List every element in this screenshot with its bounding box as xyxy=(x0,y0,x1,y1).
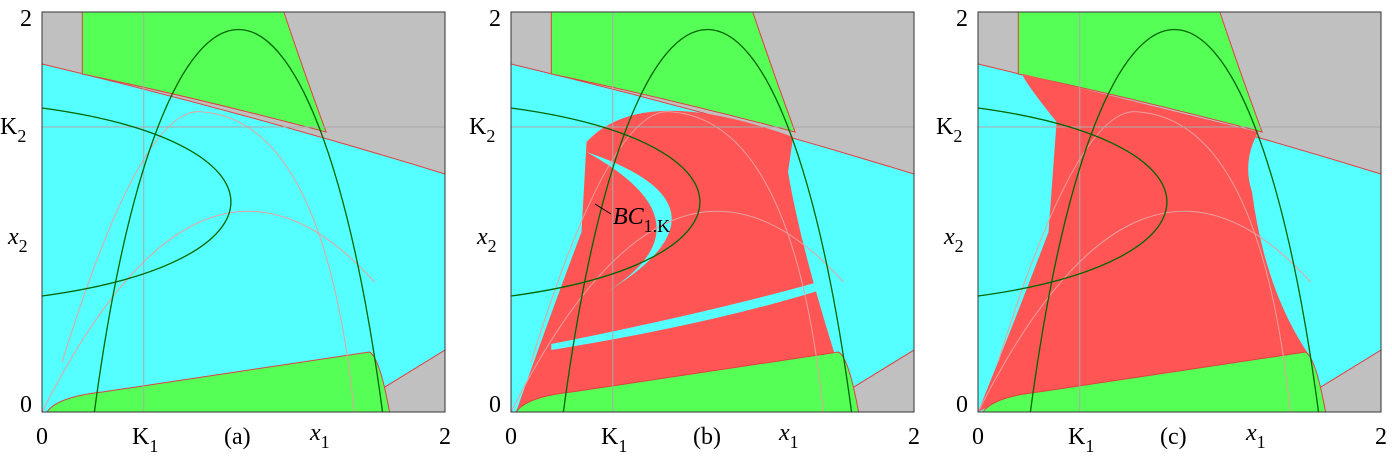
y-max: 2 xyxy=(489,6,501,32)
x-min: 0 xyxy=(972,424,984,450)
panel-label: (a) xyxy=(224,424,251,450)
y-min: 0 xyxy=(20,392,32,418)
x2-label-main: x xyxy=(943,224,955,250)
k2-label-sub: 2 xyxy=(953,126,962,146)
parabola-x1 xyxy=(94,30,382,413)
critical-curve xyxy=(62,112,354,412)
x1-label: x1 xyxy=(1245,420,1266,452)
k2-label-main: K xyxy=(0,114,18,140)
annotation-arrow xyxy=(594,203,612,215)
red-basin xyxy=(978,74,1311,412)
y-max: 2 xyxy=(20,6,32,32)
y-min: 0 xyxy=(489,392,501,418)
x2-label-sub: 2 xyxy=(488,236,497,256)
k2-label-main: K xyxy=(936,114,954,140)
parabola-x2 xyxy=(511,108,700,296)
x2-label-main: x xyxy=(7,224,19,250)
k2-label-sub: 2 xyxy=(486,126,495,146)
green-top xyxy=(1018,12,1262,132)
x-max: 2 xyxy=(1375,424,1387,450)
annotation-sub: 1.K xyxy=(644,216,671,236)
annotation-main: BC xyxy=(613,204,645,230)
cyan-band xyxy=(551,280,828,350)
parabola-x2 xyxy=(42,108,231,296)
critical-curve xyxy=(42,211,374,412)
green-bottom xyxy=(983,352,1326,412)
y-max: 2 xyxy=(956,6,968,32)
x-min: 0 xyxy=(36,424,48,450)
y-min: 0 xyxy=(956,392,968,418)
k1-label-main: K xyxy=(1068,424,1086,450)
panel xyxy=(511,12,915,413)
k1-label: K1 xyxy=(132,424,158,456)
parabola-x2 xyxy=(978,108,1167,296)
critical-curve xyxy=(998,112,1290,412)
critical-curve xyxy=(531,112,823,412)
k1-label-sub: 1 xyxy=(618,436,627,456)
x1-label-sub: 1 xyxy=(321,432,330,452)
x-max: 2 xyxy=(908,424,920,450)
x1-label-main: x xyxy=(309,420,321,446)
green-top xyxy=(551,12,795,132)
x1-label: x1 xyxy=(309,420,330,452)
frame xyxy=(510,11,915,413)
annotation: BC1.K xyxy=(613,204,670,236)
panel xyxy=(978,12,1382,413)
frame xyxy=(977,11,1382,413)
panel-label: (c) xyxy=(1160,424,1187,450)
green-bottom xyxy=(47,352,390,412)
x2-label: x2 xyxy=(476,224,497,256)
x2-label-sub: 2 xyxy=(955,236,964,256)
critical-curve xyxy=(978,211,1310,412)
green-top xyxy=(82,12,326,132)
x2-label-main: x xyxy=(476,224,488,250)
k1-label-main: K xyxy=(601,424,619,450)
x1-label-main: x xyxy=(1245,420,1257,446)
critical-curve xyxy=(511,211,843,412)
k2-label-main: K xyxy=(469,114,487,140)
x1-label-sub: 1 xyxy=(790,432,799,452)
parabola-x1 xyxy=(563,30,851,413)
k2-label: K2 xyxy=(0,114,26,146)
k2-label-sub: 2 xyxy=(17,126,26,146)
green-bottom xyxy=(516,352,859,412)
parabola-x1 xyxy=(1030,30,1318,413)
x2-label: x2 xyxy=(943,224,964,256)
k1-label: K1 xyxy=(601,424,627,456)
x-max: 2 xyxy=(439,424,451,450)
k1-label: K1 xyxy=(1068,424,1094,456)
x1-label-main: x xyxy=(778,420,790,446)
k2-label: K2 xyxy=(469,114,495,146)
x2-label: x2 xyxy=(7,224,28,256)
x-min: 0 xyxy=(505,424,517,450)
x2-label-sub: 2 xyxy=(19,236,28,256)
x1-label-sub: 1 xyxy=(1257,432,1266,452)
k2-label: K2 xyxy=(936,114,962,146)
k1-label-sub: 1 xyxy=(1085,436,1094,456)
panel xyxy=(42,12,446,413)
k1-label-sub: 1 xyxy=(149,436,158,456)
k1-label-main: K xyxy=(132,424,150,450)
panel-label: (b) xyxy=(693,424,721,450)
x1-label: x1 xyxy=(778,420,799,452)
frame xyxy=(41,11,446,413)
